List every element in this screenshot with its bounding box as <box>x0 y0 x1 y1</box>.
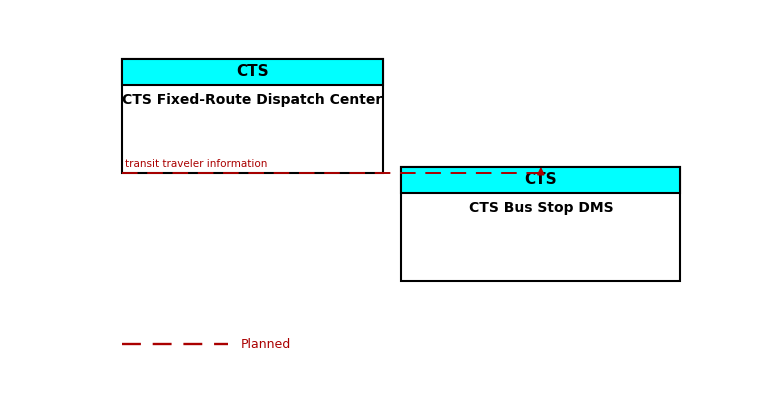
Text: CTS Bus Stop DMS: CTS Bus Stop DMS <box>468 201 613 215</box>
Bar <box>402 167 680 281</box>
Bar <box>122 59 383 173</box>
Text: CTS: CTS <box>236 64 269 80</box>
Text: transit traveler information: transit traveler information <box>125 159 268 169</box>
Bar <box>122 59 383 85</box>
Bar <box>402 167 680 193</box>
Text: CTS: CTS <box>525 172 557 187</box>
Text: CTS Fixed-Route Dispatch Center: CTS Fixed-Route Dispatch Center <box>122 93 383 107</box>
Text: Planned: Planned <box>240 338 290 351</box>
